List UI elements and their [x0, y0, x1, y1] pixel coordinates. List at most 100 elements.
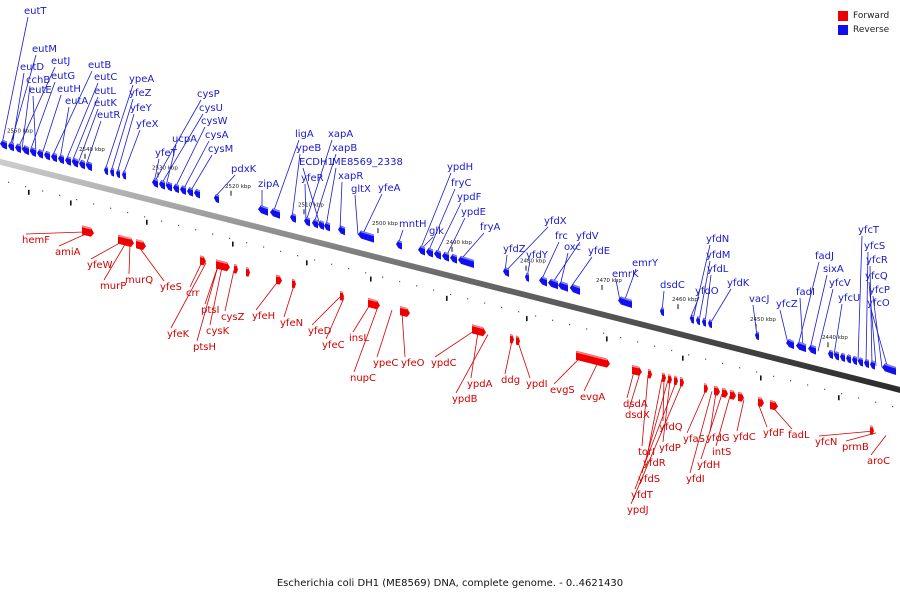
- reverse-gene: [882, 363, 897, 375]
- reverse-gene: [525, 272, 530, 282]
- leader-line: [623, 268, 637, 303]
- leader-line: [313, 153, 337, 224]
- forward-gene: [339, 290, 344, 301]
- reverse-gene-label: yfeY: [130, 103, 153, 114]
- kbp-tick-label: 2460 kbp: [672, 297, 698, 303]
- forward-gene: [199, 255, 206, 266]
- forward-gene-label: nupC: [350, 373, 376, 384]
- leader-line: [153, 99, 202, 183]
- forward-gene-label: yfeW: [87, 260, 113, 271]
- minor-tick: [370, 276, 372, 282]
- leader-line: [32, 95, 37, 153]
- leader-line: [182, 140, 210, 191]
- reverse-gene-label: ypdF: [457, 192, 482, 203]
- reverse-gene: [840, 352, 846, 363]
- leader-line: [59, 106, 70, 160]
- leader-line: [870, 435, 887, 456]
- forward-gene-label: ypdJ: [627, 505, 649, 516]
- track-dot: [263, 246, 265, 248]
- kbp-tick-label: 2440 kbp: [822, 335, 848, 341]
- reverse-gene-label: yfcT: [858, 225, 880, 236]
- reverse-gene-label: yfdM: [706, 250, 730, 261]
- leader-line: [870, 308, 889, 370]
- forward-swatch: [838, 11, 848, 21]
- leader-line: [771, 406, 793, 430]
- reverse-gene-label: glk: [429, 226, 444, 237]
- reverse-gene-label: yfeR: [301, 173, 324, 184]
- reverse-gene: [110, 167, 115, 177]
- forward-gene: [673, 375, 678, 386]
- leader-line: [445, 217, 466, 258]
- reverse-gene-label: sixA: [823, 264, 844, 275]
- forward-gene: [769, 400, 778, 411]
- leader-line: [189, 154, 213, 193]
- leader-line: [116, 113, 135, 174]
- track-dot: [212, 233, 214, 235]
- gene-arrows: [0, 139, 897, 435]
- forward-gene-label: yfdC: [733, 432, 756, 443]
- leader-line: [715, 395, 731, 447]
- leader-line: [41, 94, 62, 155]
- leader-line: [353, 306, 379, 373]
- reverse-gene: [338, 225, 346, 236]
- forward-gene-label: insL: [349, 333, 369, 344]
- reverse-gene-label: yfeX: [136, 119, 159, 130]
- reverse-gene-label: ucpA: [172, 134, 197, 145]
- reverse-gene-label: oxc: [564, 242, 581, 253]
- track-dot: [654, 345, 656, 347]
- reverse-gene: [755, 331, 760, 341]
- forward-gene: [215, 259, 230, 272]
- reverse-gene: [539, 276, 548, 287]
- reverse-gene-label: ME8569_2338: [332, 157, 403, 168]
- reverse-gene-label: yfdE: [588, 246, 610, 257]
- minor-tick: [838, 395, 840, 401]
- forward-gene: [703, 383, 708, 393]
- leader-line: [272, 139, 300, 214]
- forward-gene-label: ypdB: [452, 394, 478, 405]
- reverse-gene-label: emrK: [612, 269, 639, 280]
- forward-gene-label: ypdI: [526, 379, 548, 390]
- reverse-gene: [870, 360, 876, 370]
- forward-gene-label: yfdT: [631, 490, 654, 501]
- leader-line: [354, 194, 359, 235]
- forward-gene: [721, 387, 728, 398]
- track-dot: [161, 220, 163, 222]
- track-dot: [807, 384, 809, 386]
- track-dot: [552, 319, 554, 321]
- leader-line: [305, 139, 333, 222]
- forward-gene-label: amiA: [55, 247, 81, 258]
- reverse-gene: [458, 255, 475, 268]
- forward-gene-label: hemF: [22, 235, 50, 246]
- reverse-gene-label: cysW: [201, 116, 228, 127]
- reverse-gene: [51, 152, 58, 163]
- forward-gene-label: ptsI: [201, 305, 219, 316]
- forward-gene: [471, 324, 486, 337]
- reverse-gene: [79, 159, 86, 170]
- forward-gene-label: prmB: [842, 442, 869, 453]
- forward-gene-label: yfeN: [280, 318, 303, 329]
- reverse-gene-label: yfdV: [576, 231, 599, 242]
- legend-reverse-label: Reverse: [853, 24, 890, 35]
- reverse-gene-label: pdxK: [231, 164, 257, 175]
- reverse-gene: [104, 166, 109, 176]
- minor-tick: [526, 316, 528, 322]
- reverse-gene-label: cysA: [205, 130, 229, 141]
- leader-line: [65, 82, 99, 161]
- reverse-gene: [796, 341, 807, 353]
- reverse-gene: [828, 349, 834, 359]
- leader-line: [189, 261, 203, 288]
- leader-line: [77, 108, 99, 164]
- reverse-gene-label: yfdO: [695, 286, 719, 297]
- forward-gene: [515, 335, 520, 346]
- leader-line: [401, 312, 406, 358]
- reverse-gene: [152, 178, 159, 188]
- reverse-gene: [72, 157, 79, 168]
- forward-gene-label: ypdA: [467, 379, 493, 390]
- track-dot: [841, 393, 843, 395]
- reverse-gene: [194, 188, 201, 199]
- leader-line: [25, 231, 85, 235]
- reverse-gene-label: yfdX: [544, 216, 567, 227]
- leader-line: [700, 393, 723, 460]
- forward-gene-label: yfdQ: [659, 422, 683, 433]
